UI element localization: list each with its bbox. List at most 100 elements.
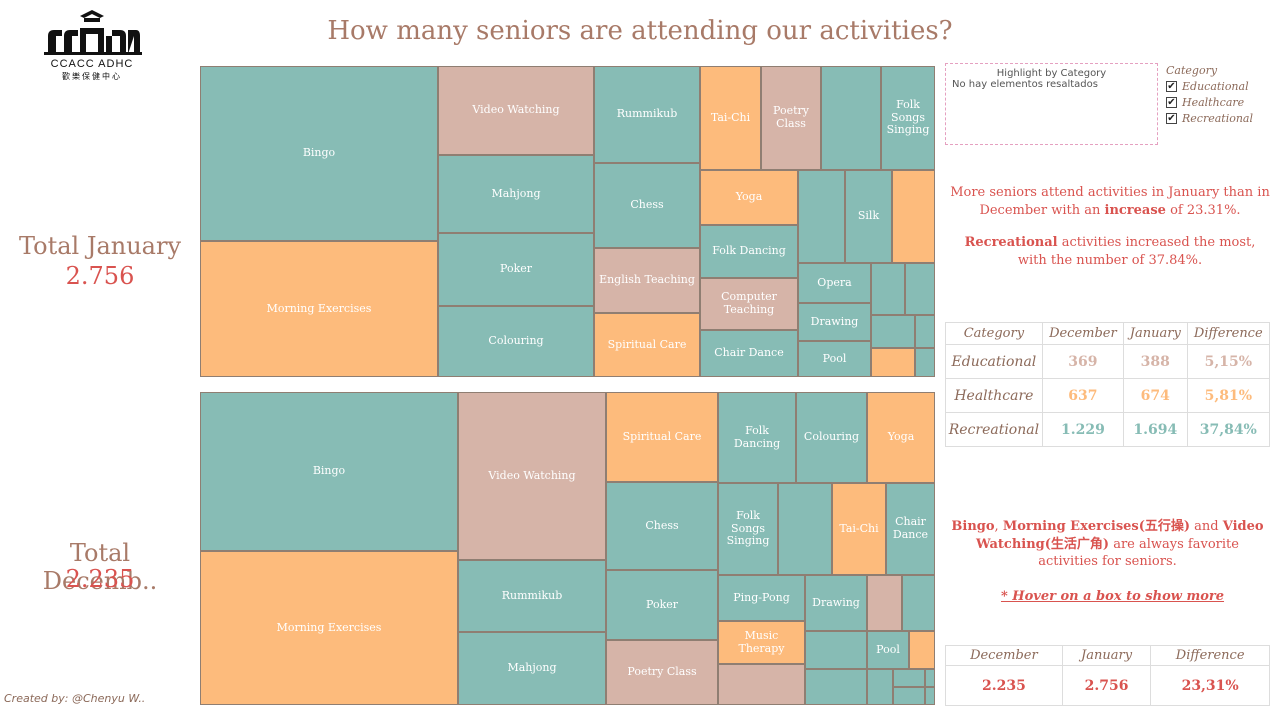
december-tile[interactable]: Folk Dancing — [718, 392, 796, 483]
checkbox-icon[interactable]: ✔ — [1166, 113, 1177, 124]
december-tile[interactable] — [805, 669, 867, 705]
december-tile[interactable]: Pool — [867, 631, 909, 669]
december-tile[interactable]: Poetry Class — [606, 640, 718, 705]
tile-label: Folk Songs Singing — [886, 98, 930, 137]
january-tile[interactable]: Silk — [845, 170, 892, 263]
page-title: How many seniors are attending our activ… — [327, 16, 953, 46]
january-tile[interactable]: Opera — [798, 263, 871, 303]
january-tile[interactable]: Poker — [438, 233, 594, 306]
insight-favorites: Bingo, Morning Exercises(五行操) and Video … — [945, 518, 1270, 571]
tile-label: Yoga — [735, 190, 763, 204]
january-tile[interactable]: Bingo — [200, 66, 438, 241]
december-tile[interactable]: Colouring — [796, 392, 867, 483]
january-tile[interactable] — [905, 263, 935, 315]
january-tile[interactable]: Colouring — [438, 306, 594, 377]
checkbox-icon[interactable]: ✔ — [1166, 81, 1177, 92]
january-tile[interactable] — [871, 263, 905, 315]
january-tile[interactable]: Chair Dance — [700, 330, 798, 377]
ccacc-logo: CCACC ADHC 歡樂保健中心 — [40, 10, 144, 82]
january-tile[interactable]: Folk Dancing — [700, 225, 798, 278]
december-tile[interactable] — [902, 575, 935, 631]
december-tile[interactable]: Chair Dance — [886, 483, 935, 575]
december-tile[interactable]: Rummikub — [458, 560, 606, 632]
december-tile[interactable] — [778, 483, 832, 575]
december-tile[interactable]: Yoga — [867, 392, 935, 483]
table-header-row: Category December January Difference — [945, 322, 1271, 345]
insight-emphasis: Morning Exercises(五行操) — [1002, 519, 1191, 534]
logo-subtitle: 歡樂保健中心 — [62, 72, 122, 81]
december-tile[interactable] — [867, 669, 893, 705]
insight-increase: More seniors attend activities in Januar… — [950, 184, 1270, 219]
summary-difference: 23,31% — [1150, 665, 1270, 706]
december-tile[interactable]: Morning Exercises — [200, 551, 458, 705]
tile-label: Rummikub — [501, 588, 563, 602]
january-tile[interactable] — [915, 315, 935, 348]
difference-cell: 5,81% — [1186, 378, 1271, 413]
tile-label: Computer Teaching — [721, 290, 777, 316]
december-tile[interactable]: Spiritual Care — [606, 392, 718, 482]
insight-recreational: Recreational activities increased the mo… — [950, 234, 1270, 269]
highlight-by-category[interactable]: Highlight by Category No hay elementos r… — [945, 63, 1158, 145]
column-header: January — [1061, 645, 1152, 666]
december-tile[interactable]: Ping-Pong — [718, 575, 805, 621]
tile-label: Tai-Chi — [710, 110, 751, 124]
december-tile[interactable]: Video Watching — [458, 392, 606, 560]
december-tile[interactable]: Tai-Chi — [832, 483, 886, 575]
january-tile[interactable] — [821, 66, 881, 170]
january-tile[interactable] — [871, 315, 915, 348]
january-tile[interactable]: Pool — [798, 341, 871, 377]
insight-emphasis: Recreational — [964, 235, 1058, 250]
december-tile[interactable]: Music Therapy — [718, 621, 805, 664]
tile-label: Spiritual Care — [607, 337, 687, 351]
january-tile[interactable]: Morning Exercises — [200, 241, 438, 377]
tile-label: Bingo — [312, 464, 346, 478]
tile-label: Poetry Class — [627, 665, 697, 679]
credit: Created by: @Chenyu W.. — [4, 692, 146, 705]
tile-label: Morning Exercises — [276, 620, 382, 634]
building-logo-icon — [44, 10, 142, 55]
january-tile[interactable] — [798, 170, 845, 263]
checkbox-icon[interactable]: ✔ — [1166, 97, 1177, 108]
legend-item-healthcare[interactable]: ✔ Healthcare — [1166, 96, 1276, 109]
insight-text: More seniors attend activities in Januar… — [950, 185, 1270, 218]
december-tile[interactable] — [867, 575, 902, 631]
tile-label: Video Watching — [472, 103, 560, 117]
january-tile[interactable] — [871, 348, 915, 377]
january-tile[interactable]: Rummikub — [594, 66, 700, 163]
december-tile[interactable] — [925, 687, 935, 705]
december-tile[interactable] — [805, 631, 867, 669]
december-tile[interactable]: Mahjong — [458, 632, 606, 705]
december-tile[interactable] — [893, 669, 925, 687]
december-tile[interactable]: Poker — [606, 570, 718, 640]
january-tile[interactable]: Tai-Chi — [700, 66, 761, 170]
column-header: Difference — [1150, 645, 1270, 666]
december-tile[interactable] — [909, 631, 935, 669]
january-tile[interactable]: Drawing — [798, 303, 871, 341]
tile-label: Chess — [645, 518, 679, 532]
december-tile[interactable]: Folk Songs Singing — [718, 483, 778, 575]
january-tile[interactable]: Spiritual Care — [594, 313, 700, 377]
january-tile[interactable]: Poetry Class — [761, 66, 821, 170]
january-tile[interactable]: Chess — [594, 163, 700, 248]
december-tile[interactable]: Bingo — [200, 392, 458, 551]
tile-label: Pool — [822, 351, 847, 365]
january-tile[interactable]: Folk Songs Singing — [881, 66, 935, 170]
december-tile[interactable]: Chess — [606, 482, 718, 570]
highlight-title: Highlight by Category — [996, 68, 1107, 79]
january-tile[interactable]: Mahjong — [438, 155, 594, 233]
december-tile[interactable] — [718, 664, 805, 705]
december-tile[interactable] — [893, 687, 925, 705]
january-tile[interactable]: Yoga — [700, 170, 798, 225]
january-tile[interactable] — [915, 348, 935, 377]
december-tile[interactable]: Drawing — [805, 575, 867, 631]
december-tile[interactable] — [925, 669, 935, 687]
legend-item-educational[interactable]: ✔ Educational — [1166, 80, 1276, 93]
january-tile[interactable]: Video Watching — [438, 66, 594, 155]
january-tile[interactable] — [892, 170, 935, 263]
column-header: Category — [945, 322, 1043, 345]
legend-item-recreational[interactable]: ✔ Recreational — [1166, 112, 1276, 125]
january-tile[interactable]: English Teaching — [594, 248, 700, 313]
tile-label: Music Therapy — [738, 628, 785, 655]
january-tile[interactable]: Computer Teaching — [700, 278, 798, 330]
december-cell: 637 — [1041, 378, 1125, 413]
